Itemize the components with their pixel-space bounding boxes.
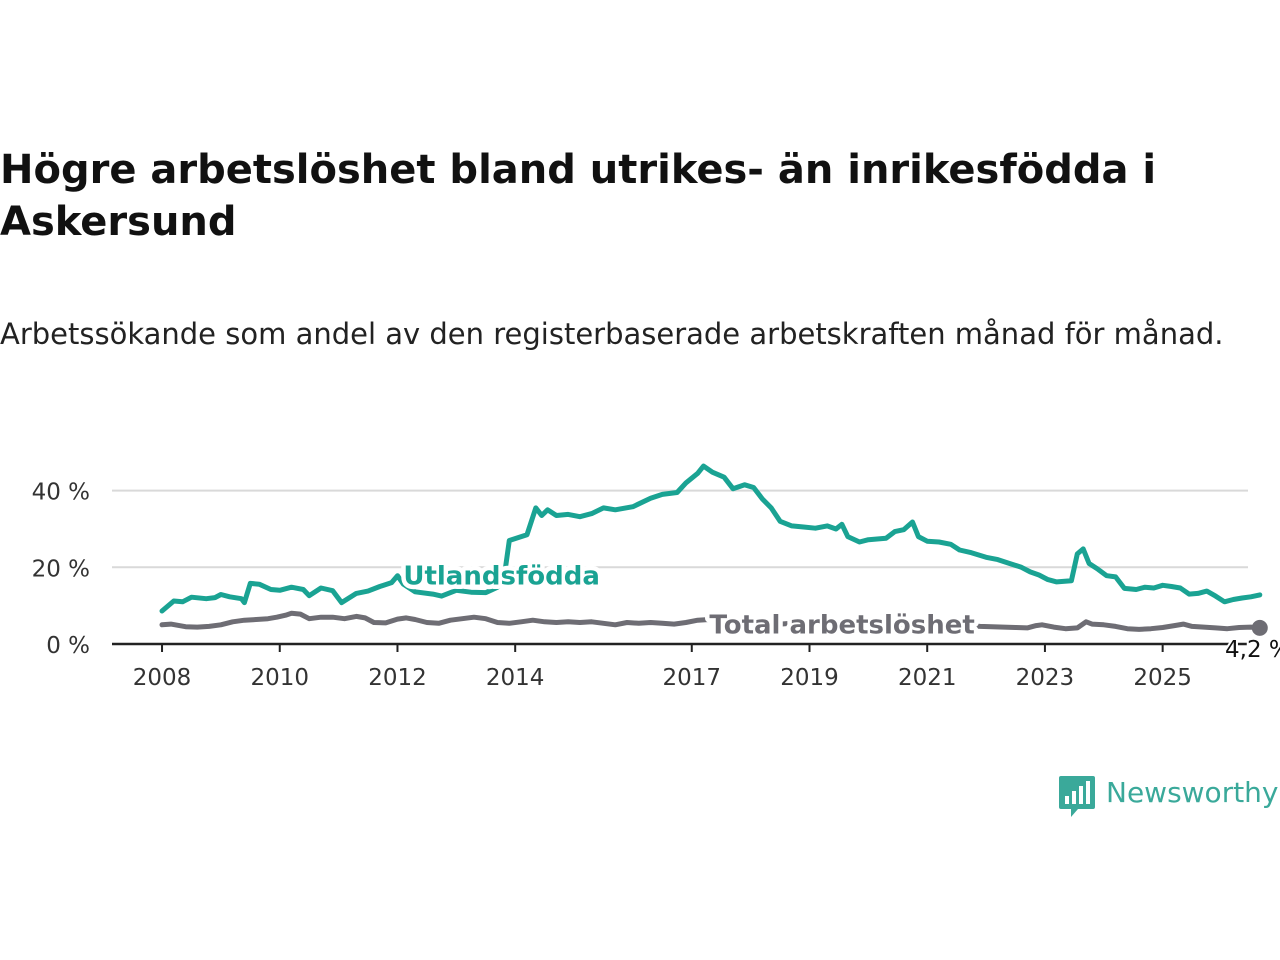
chart-title: Högre arbetslöshet bland utrikes- än inr…: [0, 147, 1157, 245]
x-tick-label: 2014: [486, 665, 545, 691]
y-tick-label: 0 %: [46, 633, 90, 659]
x-tick-label: 2008: [133, 665, 192, 691]
x-tick-label: 2010: [250, 665, 309, 691]
x-tick-label: 2012: [368, 665, 427, 691]
series-label-total: Total arbetslöshet: [709, 610, 974, 640]
x-tick-label: 2021: [898, 665, 957, 691]
newsworthy-logo-icon: [1059, 776, 1095, 817]
series-lines: [159, 463, 1268, 636]
x-tick-label: 2023: [1016, 665, 1075, 691]
x-tick-label: 2025: [1133, 665, 1192, 691]
chart-subtitle: Arbetssökande som andel av den registerb…: [0, 317, 1224, 351]
series-line-total: [159, 610, 1263, 632]
y-tick-label: 20 %: [32, 556, 90, 582]
x-axis: 2008 2010 2012 2014 2017 2019 2021 2023 2025: [112, 642, 1248, 691]
series-label-utlandsfodda: Utlandsfödda: [403, 562, 600, 592]
x-tick-label: 2019: [780, 665, 839, 691]
end-value-label: 4,2 %: [1225, 637, 1280, 663]
series-line-utlandsfodda: [159, 463, 1263, 614]
newsworthy-brand[interactable]: Newsworthy: [1058, 772, 1280, 818]
series-labels: 4,2 % Utlandsfödda Total arbetslöshet: [399, 557, 1280, 665]
brand-name: Newsworthy: [1106, 776, 1279, 809]
end-point-marker: [1251, 619, 1268, 636]
y-tick-label: 40 %: [32, 480, 90, 506]
y-axis: 0 % 20 % 40 %: [32, 480, 90, 659]
x-tick-label: 2017: [662, 665, 721, 691]
line-chart: 0 % 20 % 40 % 2008 2010 2012 2014 2017 2019 2021…: [32, 463, 1280, 691]
